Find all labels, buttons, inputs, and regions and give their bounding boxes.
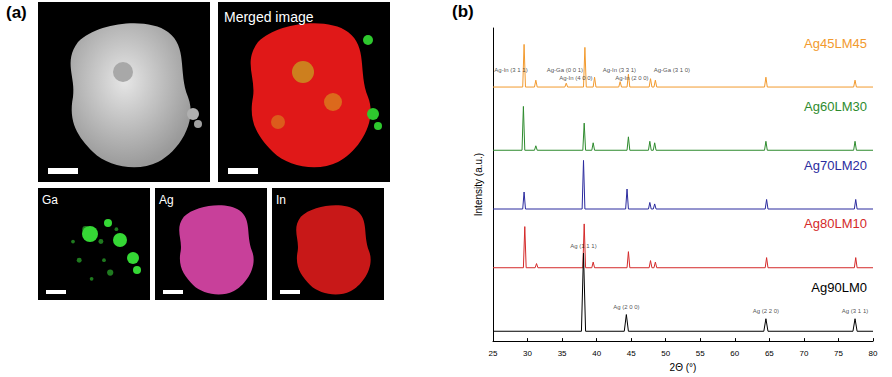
- svg-text:2Θ (°): 2Θ (°): [670, 362, 697, 373]
- svg-text:Ag-In (2 0 0): Ag-In (2 0 0): [615, 75, 648, 81]
- svg-text:(a): (a): [6, 3, 27, 22]
- svg-text:65: 65: [765, 349, 774, 358]
- svg-text:Ag (1 1 1): Ag (1 1 1): [570, 243, 596, 249]
- svg-text:Ag-In (4 0 0): Ag-In (4 0 0): [559, 75, 592, 81]
- svg-text:35: 35: [558, 349, 567, 358]
- svg-text:Ga: Ga: [42, 193, 58, 207]
- svg-text:Ag45LM45: Ag45LM45: [804, 36, 867, 51]
- svg-text:70: 70: [799, 349, 808, 358]
- svg-text:50: 50: [661, 349, 670, 358]
- svg-text:In: In: [276, 193, 286, 207]
- svg-text:25: 25: [489, 349, 498, 358]
- svg-text:Merged image: Merged image: [224, 9, 314, 25]
- svg-text:80: 80: [869, 349, 878, 358]
- svg-text:75: 75: [834, 349, 843, 358]
- svg-text:55: 55: [696, 349, 705, 358]
- svg-text:Ag (3 1 1): Ag (3 1 1): [842, 308, 868, 314]
- svg-text:Ag (2 0 0): Ag (2 0 0): [613, 304, 639, 310]
- svg-text:30: 30: [523, 349, 532, 358]
- svg-text:Ag (2 2 0): Ag (2 2 0): [753, 308, 779, 314]
- svg-text:Ag-Ga (3 1 0): Ag-Ga (3 1 0): [654, 67, 690, 73]
- svg-text:Ag: Ag: [159, 193, 174, 207]
- svg-text:Ag-In (3 1 1): Ag-In (3 1 1): [494, 67, 527, 73]
- svg-text:Ag80LM10: Ag80LM10: [804, 216, 867, 231]
- svg-text:Ag-In (3 3 1): Ag-In (3 3 1): [603, 67, 636, 73]
- html-text:(b): (b): [452, 2, 474, 21]
- svg-text:Intensity (a.u.): Intensity (a.u.): [473, 153, 484, 216]
- svg-text:40: 40: [592, 349, 601, 358]
- svg-text:Ag90LM0: Ag90LM0: [811, 280, 867, 295]
- svg-text:45: 45: [627, 349, 636, 358]
- svg-text:60: 60: [730, 349, 739, 358]
- svg-text:Ag70LM20: Ag70LM20: [804, 158, 867, 173]
- svg-text:Ag60LM30: Ag60LM30: [804, 99, 867, 114]
- svg-text:Ag-Ga (0 0 1): Ag-Ga (0 0 1): [547, 67, 583, 73]
